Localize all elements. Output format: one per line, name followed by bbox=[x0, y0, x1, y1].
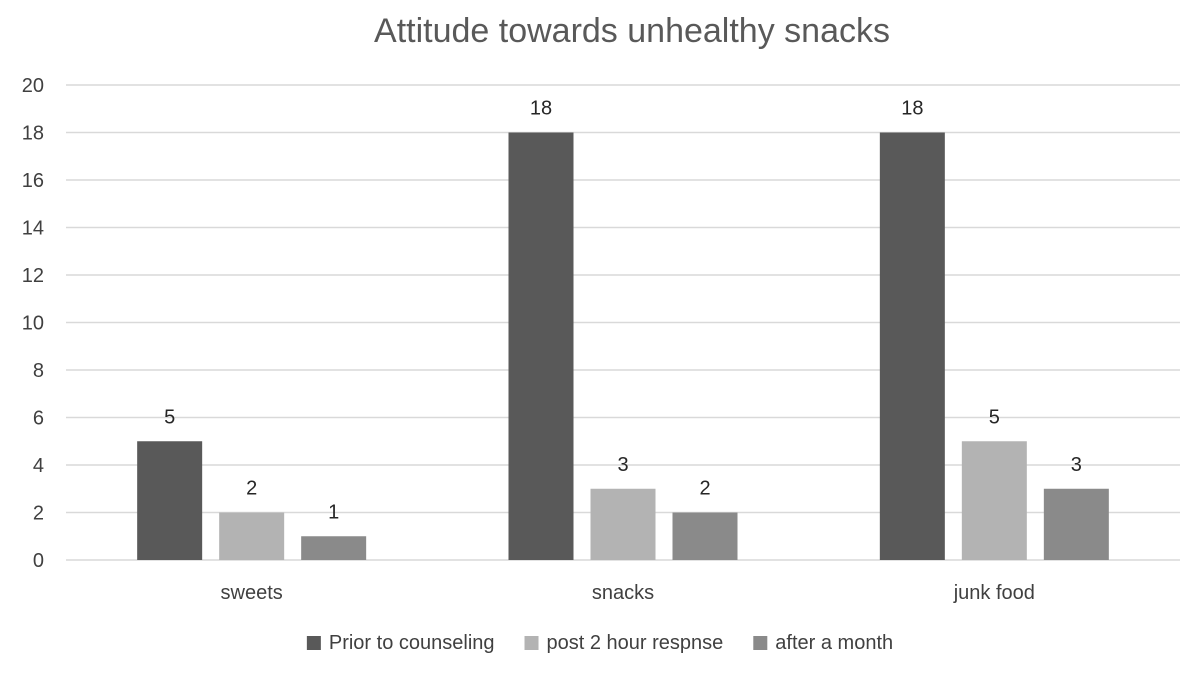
bar bbox=[961, 441, 1027, 560]
bar bbox=[590, 488, 656, 560]
legend-swatch bbox=[524, 636, 539, 650]
x-axis-categories: sweets snacks junk food bbox=[221, 582, 1035, 604]
bar bbox=[301, 536, 367, 560]
data-label: 2 bbox=[246, 478, 257, 500]
legend-swatch bbox=[306, 636, 321, 650]
y-tick-label: 4 bbox=[33, 455, 44, 477]
y-tick-label: 2 bbox=[33, 503, 44, 525]
chart-title: Attitude towards unhealthy snacks bbox=[374, 12, 890, 50]
bar bbox=[672, 512, 738, 560]
data-label: 1 bbox=[328, 501, 339, 523]
data-label: 18 bbox=[901, 98, 923, 120]
legend-label: after a month bbox=[775, 632, 893, 654]
data-label: 2 bbox=[699, 478, 710, 500]
y-tick-label: 0 bbox=[33, 550, 44, 572]
x-category-label: snacks bbox=[592, 582, 654, 604]
y-tick-label: 10 bbox=[22, 313, 44, 335]
bars bbox=[137, 132, 1109, 560]
y-tick-label: 12 bbox=[22, 265, 44, 287]
data-label: 3 bbox=[1071, 454, 1082, 476]
bar bbox=[508, 132, 574, 560]
data-label: 3 bbox=[617, 454, 628, 476]
bar bbox=[1043, 488, 1109, 560]
bar bbox=[219, 512, 285, 560]
legend-label: post 2 hour respnse bbox=[547, 632, 724, 654]
legend-label: Prior to counseling bbox=[329, 632, 495, 654]
x-category-label: junk food bbox=[953, 582, 1035, 604]
y-tick-label: 14 bbox=[22, 218, 44, 240]
data-label: 5 bbox=[164, 406, 175, 428]
data-labels: 5 2 1 18 3 2 18 5 3 bbox=[164, 98, 1082, 524]
y-tick-label: 6 bbox=[33, 408, 44, 430]
legend: Prior to counseling post 2 hour respnse af… bbox=[306, 632, 893, 654]
data-label: 5 bbox=[989, 406, 1000, 428]
y-axis-ticks: 0 2 4 6 8 10 12 14 16 18 20 bbox=[22, 75, 44, 572]
x-category-label: sweets bbox=[221, 582, 283, 604]
y-tick-label: 8 bbox=[33, 360, 44, 382]
bar bbox=[137, 441, 203, 560]
legend-swatch bbox=[753, 636, 768, 650]
data-label: 18 bbox=[530, 98, 552, 120]
y-tick-label: 16 bbox=[22, 170, 44, 192]
y-tick-label: 18 bbox=[22, 123, 44, 145]
bar bbox=[879, 132, 945, 560]
y-tick-label: 20 bbox=[22, 75, 44, 97]
